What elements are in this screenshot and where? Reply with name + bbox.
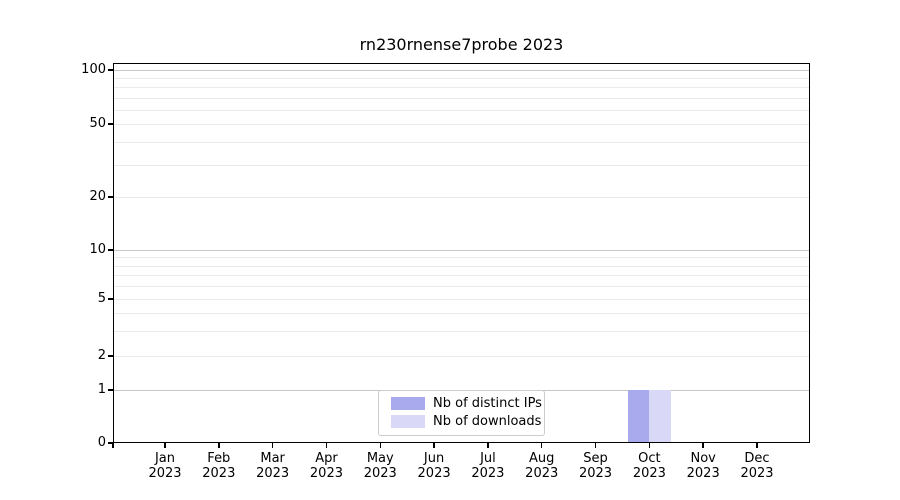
gridline-major	[113, 70, 810, 71]
x-tick-year: 2023	[309, 466, 343, 481]
x-tick-label: Feb 2023	[179, 451, 259, 481]
gridline-minor	[113, 257, 810, 259]
y-tick-label: 10	[89, 242, 106, 257]
y-tick-label: 0	[97, 435, 106, 450]
gridline-minor	[113, 312, 810, 314]
gridline-minor	[113, 87, 810, 89]
x-tick-month: Aug	[529, 451, 555, 466]
gridline-minor	[113, 124, 810, 125]
x-tick-month: Jul	[480, 451, 496, 466]
gridline-minor	[113, 275, 810, 277]
x-tick-mark	[756, 443, 758, 448]
gridline-minor	[113, 164, 810, 166]
x-tick-year: 2023	[632, 466, 666, 481]
legend-item: Nb of downloads	[379, 413, 544, 431]
x-tick-label: Jul 2023	[448, 451, 528, 481]
legend-label: Nb of downloads	[433, 414, 542, 429]
x-tick-year: 2023	[417, 466, 451, 481]
x-tick-mark	[594, 443, 597, 448]
x-tick-month: Dec	[744, 451, 770, 466]
bar-distinct-ips	[627, 390, 650, 443]
plot-border	[113, 63, 810, 443]
y-tick-mark	[108, 123, 113, 125]
x-tick-label: Jun 2023	[394, 451, 474, 481]
gridline-major	[113, 250, 810, 251]
legend-swatch-downloads	[391, 415, 425, 428]
x-tick-year: 2023	[202, 466, 236, 481]
x-tick-year: 2023	[525, 466, 559, 481]
bar-downloads	[649, 390, 671, 443]
x-tick-month: Sep	[583, 451, 608, 466]
x-tick-month: Mar	[260, 451, 285, 466]
y-tick-mark	[108, 249, 113, 251]
x-tick-year: 2023	[256, 466, 290, 481]
x-tick-label: Apr 2023	[286, 451, 366, 481]
legend-item: Nb of distinct IPs	[379, 395, 544, 413]
x-tick-mark	[218, 443, 220, 448]
x-tick-mark	[164, 443, 166, 448]
gridline-minor	[113, 97, 810, 99]
x-tick-mark	[433, 443, 435, 448]
y-tick-label: 2	[97, 348, 106, 363]
chart-title: rn230rnense7probe 2023	[359, 35, 564, 54]
gridline-minor	[113, 78, 810, 80]
gridline-minor	[113, 109, 810, 111]
x-tick-mark	[648, 443, 651, 448]
y-tick-label: 50	[89, 116, 106, 131]
x-tick-mark	[271, 443, 274, 448]
x-tick-month: Jan	[154, 451, 176, 466]
x-tick-month: Nov	[690, 451, 716, 466]
x-tick-mark-origin	[112, 443, 114, 448]
y-tick-mark	[108, 196, 113, 198]
x-tick-label: Oct 2023	[609, 451, 689, 481]
x-tick-label: Aug 2023	[502, 451, 582, 481]
gridline-minor	[113, 330, 810, 332]
gridline-minor	[113, 141, 810, 143]
y-tick-mark	[108, 298, 113, 300]
x-tick-mark	[379, 443, 381, 448]
y-tick-label: 5	[97, 291, 106, 306]
y-tick-mark	[108, 389, 113, 391]
x-tick-month: Oct	[638, 451, 661, 466]
y-tick-label: 1	[97, 382, 106, 397]
legend-label: Nb of distinct IPs	[433, 396, 542, 411]
y-tick-mark	[108, 69, 113, 71]
y-tick-mark	[108, 442, 113, 444]
gridline-minor	[113, 286, 810, 288]
x-tick-label: May 2023	[340, 451, 420, 481]
x-tick-month: May	[366, 451, 394, 466]
x-tick-month: Apr	[315, 451, 338, 466]
legend-swatch-distinct-ips	[391, 397, 425, 410]
y-tick-mark	[108, 355, 113, 357]
x-tick-label: Mar 2023	[233, 451, 313, 481]
x-tick-mark	[325, 443, 328, 448]
x-tick-mark	[487, 443, 489, 448]
x-tick-label: Nov 2023	[663, 451, 743, 481]
x-tick-month: Jun	[423, 451, 445, 466]
gridline-minor	[113, 356, 810, 357]
x-tick-label: Sep 2023	[556, 451, 636, 481]
x-tick-mark	[541, 443, 543, 448]
x-tick-mark	[702, 443, 704, 448]
x-tick-year: 2023	[740, 466, 774, 481]
x-tick-month: Feb	[207, 451, 231, 466]
x-tick-label: Dec 2023	[717, 451, 797, 481]
x-tick-year: 2023	[148, 466, 182, 481]
y-tick-label: 20	[89, 189, 106, 204]
x-tick-year: 2023	[471, 466, 505, 481]
x-tick-year: 2023	[578, 466, 613, 481]
gridline-minor	[113, 299, 810, 300]
x-tick-label: Jan 2023	[125, 451, 205, 481]
gridline-minor	[113, 197, 810, 198]
gridline-minor	[113, 265, 810, 267]
y-tick-label: 100	[81, 62, 106, 77]
legend: Nb of distinct IPs Nb of downloads	[378, 390, 545, 436]
x-tick-year: 2023	[686, 466, 720, 481]
x-tick-year: 2023	[363, 466, 397, 481]
